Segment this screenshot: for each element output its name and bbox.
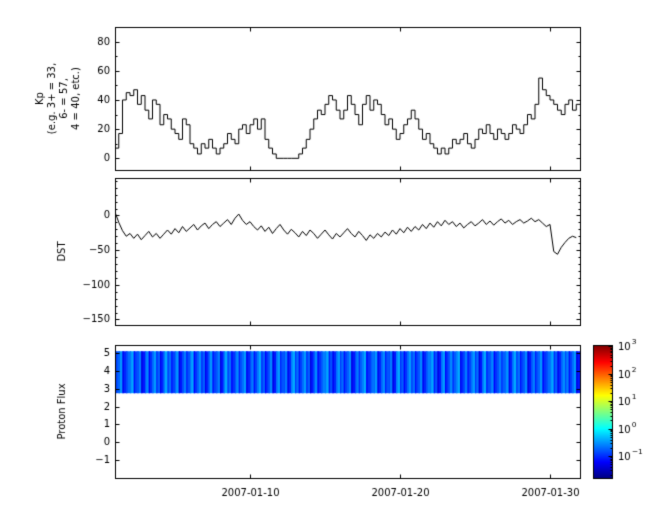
chart-canvas <box>0 0 665 523</box>
figure <box>0 0 665 523</box>
